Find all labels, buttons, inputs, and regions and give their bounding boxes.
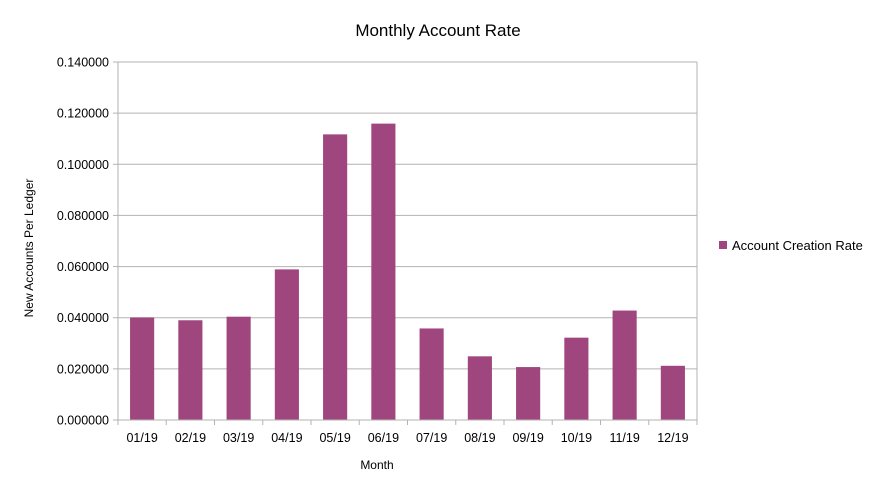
bar: [226, 316, 251, 420]
y-tick-label: 0.140000: [57, 56, 109, 70]
x-tick-label: 05/19: [319, 431, 350, 445]
x-tick-label: 06/19: [368, 431, 399, 445]
bar: [419, 328, 444, 420]
x-tick-label: 04/19: [271, 431, 302, 445]
y-tick-label: 0.000000: [57, 414, 109, 428]
y-tick-label: 0.040000: [57, 311, 109, 325]
x-tick-label: 10/19: [561, 431, 592, 445]
y-axis-label: New Accounts Per Ledger: [22, 179, 36, 318]
bar: [612, 310, 637, 420]
gridlines: [118, 61, 697, 370]
y-tick-label: 0.120000: [57, 107, 109, 121]
bar: [467, 356, 492, 420]
legend: Account Creation Rate: [719, 238, 863, 253]
bar: [564, 337, 589, 420]
chart-title: Monthly Account Rate: [355, 21, 520, 40]
y-axis-ticks: 0.000000 0.020000 0.040000 0.060000 0.080000…: [57, 56, 118, 428]
bar: [660, 365, 685, 420]
legend-swatch: [719, 241, 727, 249]
legend-label: Account Creation Rate: [732, 238, 863, 253]
y-tick-label: 0.060000: [57, 260, 109, 274]
x-tick-label: 11/19: [609, 431, 639, 445]
bar: [516, 367, 541, 420]
bars: [130, 123, 685, 421]
x-tick-label: 03/19: [223, 431, 254, 445]
y-tick-label: 0.020000: [57, 362, 109, 376]
x-axis-label: Month: [360, 458, 393, 472]
x-axis-ticks: 01/19 02/19 03/19 04/19 05/19 06/19 07/19 08/19…: [117, 420, 698, 445]
x-tick-label: 07/19: [416, 431, 447, 445]
bar: [323, 134, 348, 421]
x-tick-label: 01/19: [126, 431, 157, 445]
x-tick-label: 12/19: [657, 431, 688, 445]
x-tick-label: 02/19: [175, 431, 206, 445]
bar: [130, 317, 155, 420]
y-tick-label: 0.080000: [57, 209, 109, 223]
bar: [178, 320, 203, 420]
y-tick-label: 0.100000: [57, 158, 109, 172]
x-tick-label: 09/19: [512, 431, 543, 445]
x-tick-label: 08/19: [464, 431, 495, 445]
bar: [274, 269, 299, 420]
bar: [371, 123, 396, 421]
